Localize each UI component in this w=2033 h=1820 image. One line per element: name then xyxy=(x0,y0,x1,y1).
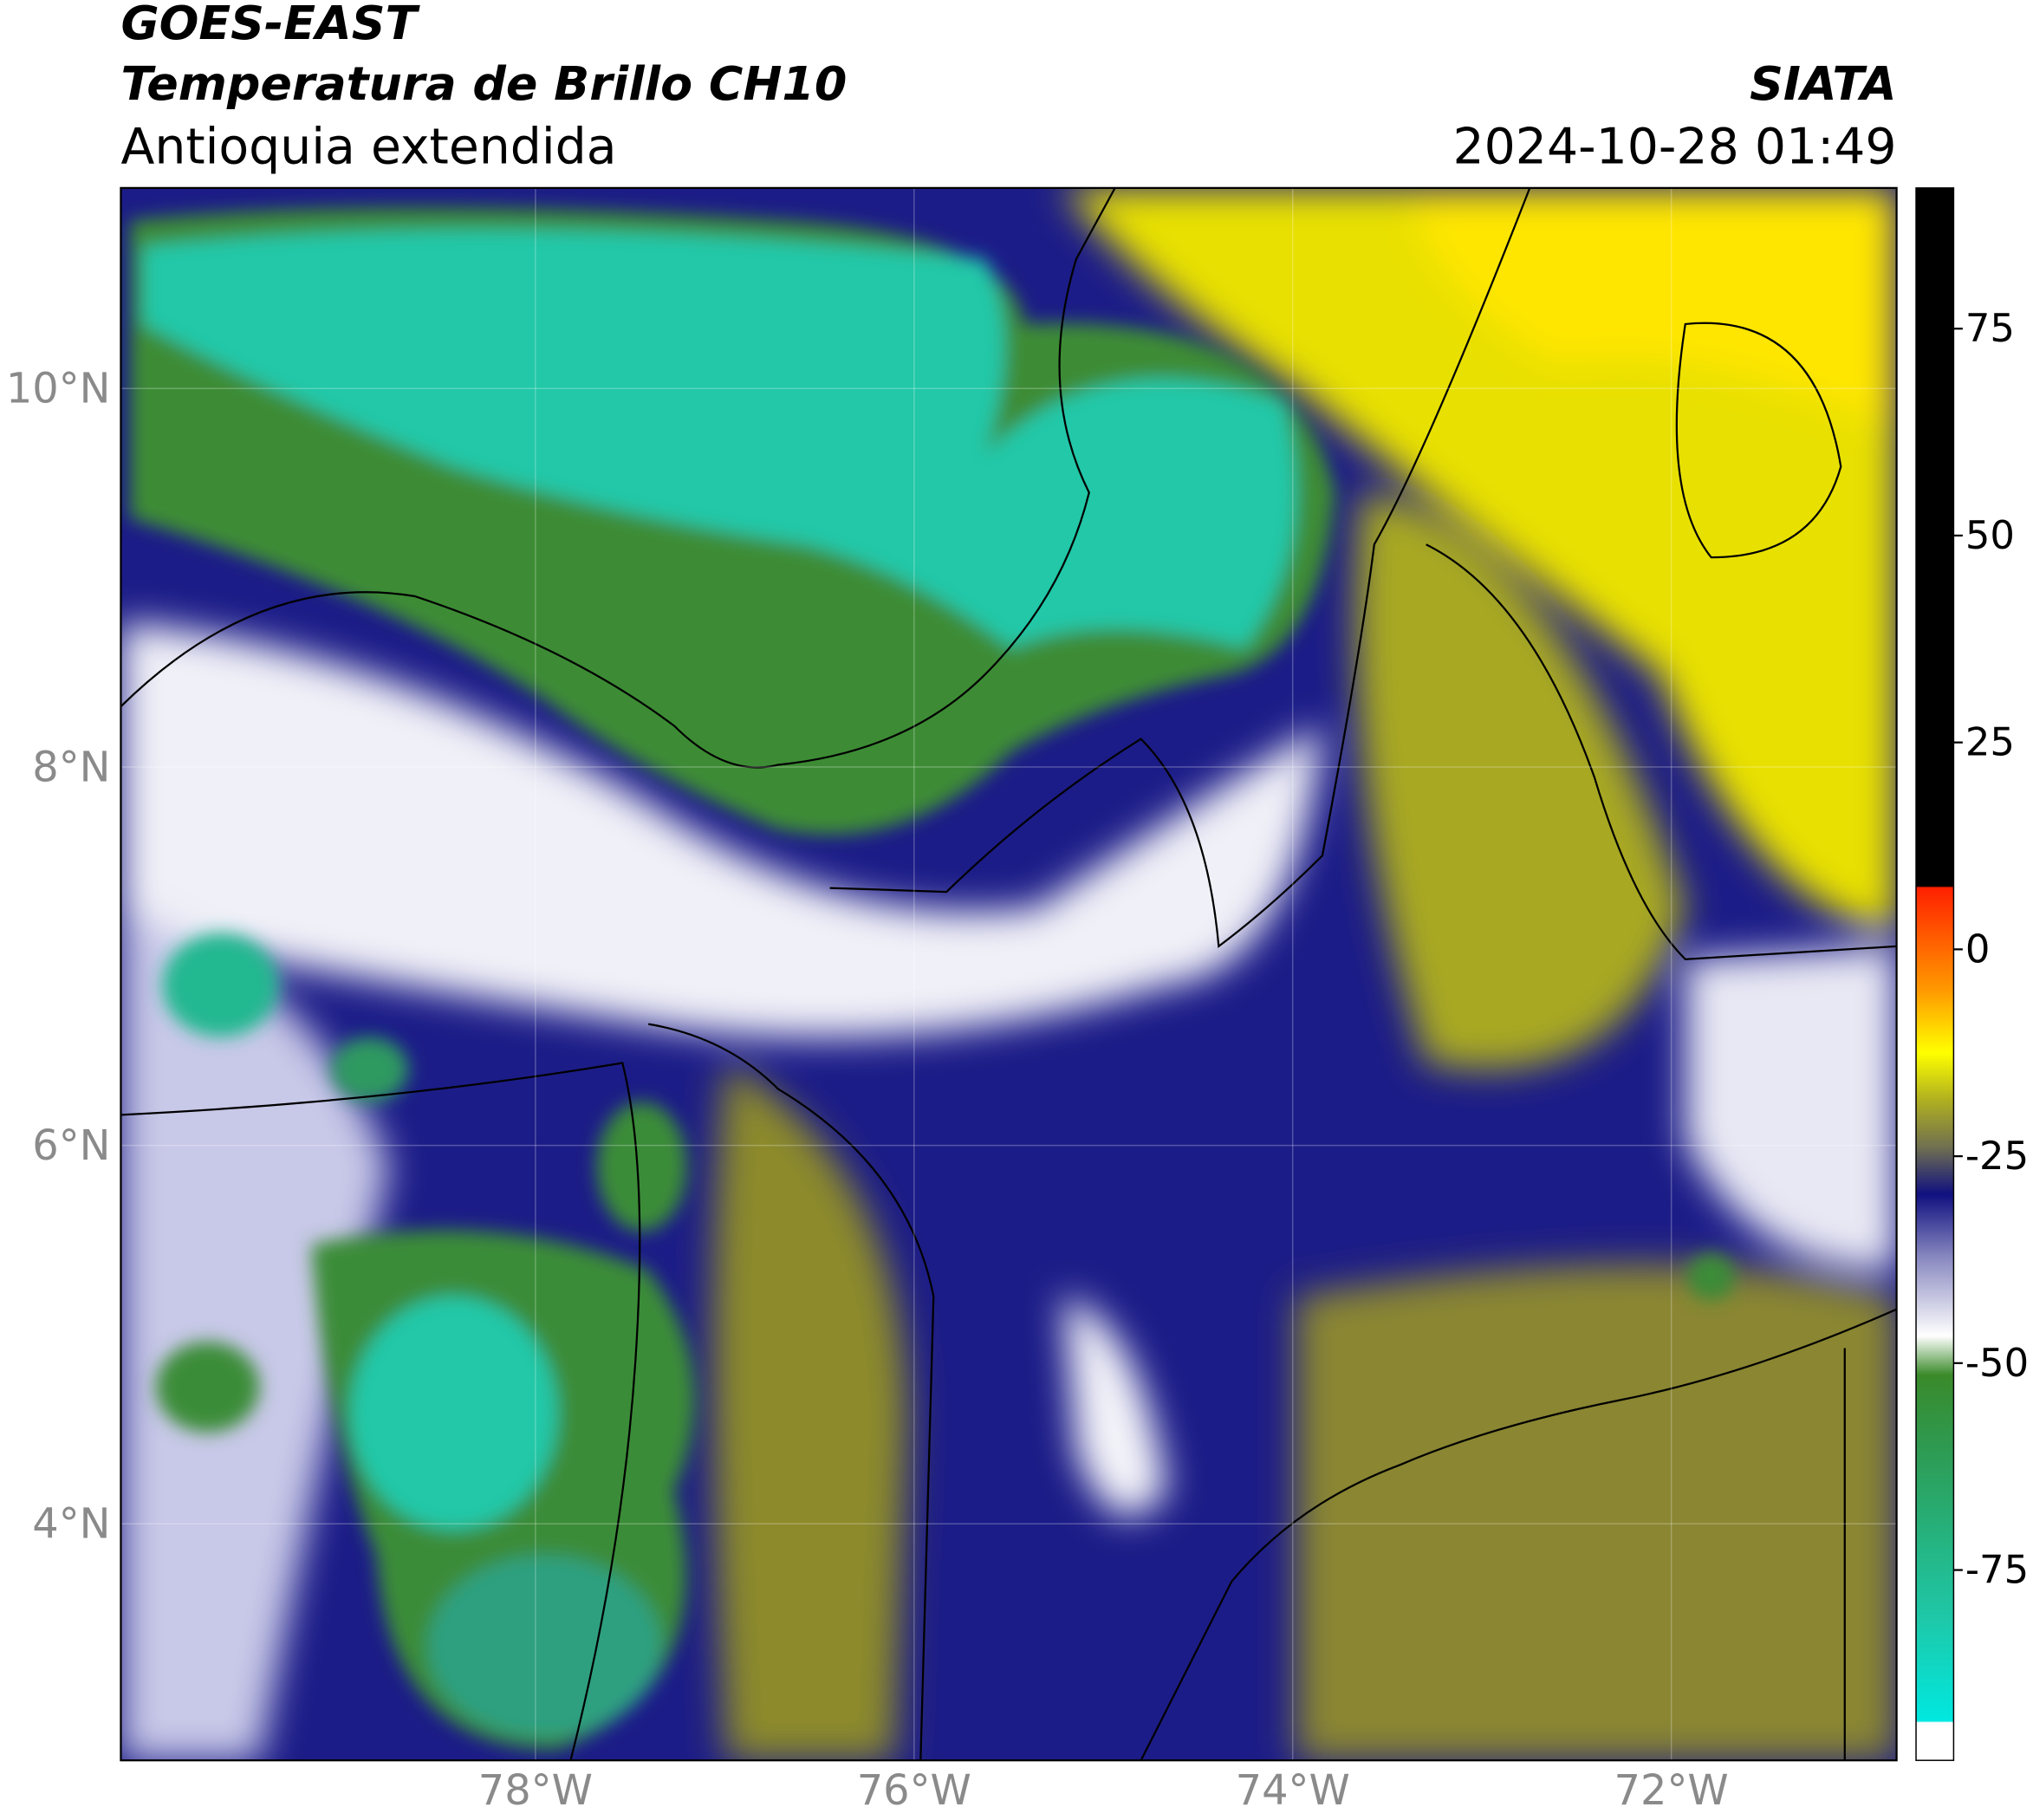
x-tick-label: 76°W xyxy=(857,1767,971,1815)
colorbar-tick-label: -25 xyxy=(1965,1133,2029,1179)
x-tick-label: 74°W xyxy=(1236,1767,1350,1815)
x-tick-label: 78°W xyxy=(478,1767,593,1815)
timestamp: 2024-10-28 01:49 xyxy=(1453,118,1897,175)
subtitle: Temperatura de Brillo CH10 xyxy=(120,56,847,111)
colorbar-tick-label: 75 xyxy=(1965,305,2015,351)
y-tick-label: 4°N xyxy=(32,1501,110,1549)
colorbar-tick-label: -75 xyxy=(1965,1547,2029,1593)
colorbar-tick-label: -50 xyxy=(1965,1340,2029,1386)
satellite-image xyxy=(120,187,1897,1761)
colorbar-tick-label: 0 xyxy=(1965,926,1991,972)
title: GOES-EAST xyxy=(120,0,420,50)
region: Antioquia extendida xyxy=(120,118,616,175)
grid xyxy=(120,187,1897,1761)
colorbar-tick-label: 25 xyxy=(1965,719,2015,765)
source: SIATA xyxy=(1750,56,1897,111)
borders xyxy=(120,187,1897,1761)
y-tick-label: 10°N xyxy=(6,366,111,413)
y-tick-label: 6°N xyxy=(32,1122,110,1170)
x-tick-label: 72°W xyxy=(1614,1767,1729,1815)
map-frame xyxy=(120,186,1898,1762)
colorbar-tick-label: 50 xyxy=(1965,512,2015,558)
y-tick-label: 8°N xyxy=(32,744,110,791)
colorbar xyxy=(1915,187,1955,1761)
